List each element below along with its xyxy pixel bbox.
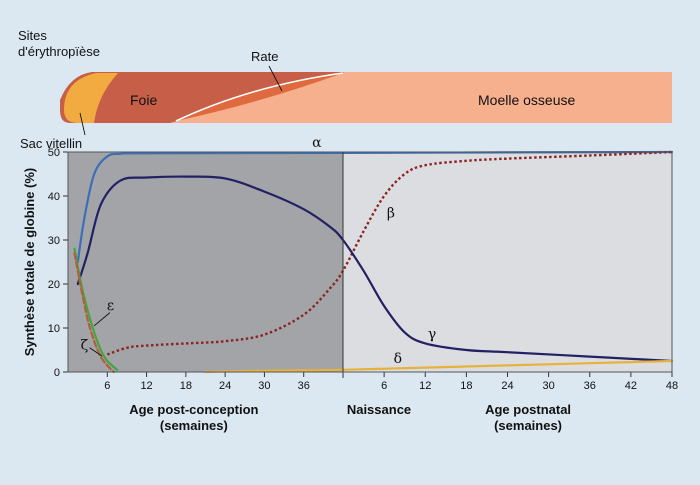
globin-chart: α β γ δ ε ζ 0 10 20 30 40 50 6 12 18 24 30 36 6 12 18 24 30 36… bbox=[22, 135, 678, 433]
y-tick-label: 50 bbox=[48, 147, 60, 159]
plot-frame bbox=[67, 151, 673, 373]
y-axis-title: Synthèse totale de globine (%) bbox=[22, 168, 37, 357]
x-tick-label: 24 bbox=[219, 380, 231, 392]
series-epsilon-label: ε bbox=[107, 298, 114, 314]
spleen-pointer bbox=[268, 65, 283, 92]
yolk-sac-label: Sac vitellin bbox=[20, 136, 82, 151]
y-tick-label: 30 bbox=[48, 235, 60, 247]
x-tick-label: 48 bbox=[666, 380, 678, 392]
series-labels-layer: α β γ δ ε ζ bbox=[81, 135, 437, 367]
spleen-label: Rate bbox=[251, 49, 278, 64]
sites-title: Sites d'érythropïèse bbox=[18, 28, 100, 59]
series-gamma-label: γ bbox=[428, 327, 436, 343]
x-tick-label: 12 bbox=[140, 380, 152, 392]
liver-label: Foie bbox=[130, 92, 157, 108]
series-beta-line bbox=[106, 150, 673, 356]
series-beta-label: β bbox=[387, 206, 395, 222]
x-tick-label: 30 bbox=[258, 380, 270, 392]
epsilon-pointer bbox=[93, 312, 111, 327]
series-delta-line bbox=[204, 359, 674, 374]
x-tick-label: 6 bbox=[381, 380, 387, 392]
x-tick-label: 30 bbox=[543, 380, 555, 392]
x-tick-label: 18 bbox=[460, 380, 472, 392]
series-alpha-label: α bbox=[312, 135, 322, 151]
y-tick-label: 0 bbox=[54, 367, 60, 379]
series-gamma-line bbox=[76, 175, 674, 363]
postnatal-background bbox=[343, 152, 672, 372]
y-tick-label: 20 bbox=[48, 279, 60, 291]
x-tick-label: 24 bbox=[501, 380, 513, 392]
x-tick-label: 36 bbox=[584, 380, 596, 392]
yolk-sac-pointer bbox=[79, 112, 86, 136]
series-delta-label: δ bbox=[394, 351, 402, 367]
prenatal-background bbox=[68, 152, 343, 372]
spleen-band bbox=[176, 73, 343, 121]
y-tick-label: 10 bbox=[48, 323, 60, 335]
zeta-pointer bbox=[89, 347, 103, 357]
series-zeta-line bbox=[73, 252, 115, 374]
x-tick-label: 36 bbox=[298, 380, 310, 392]
x-tick-label: 18 bbox=[180, 380, 192, 392]
x-axis-title-prenatal: Age post-conception (semaines) bbox=[129, 402, 258, 433]
liver-band bbox=[60, 72, 345, 123]
erythropoiesis-sites-band: Sites d'érythropïèse Foie Moelle osseuse… bbox=[18, 28, 672, 151]
x-tick-label: 6 bbox=[104, 380, 110, 392]
series-zeta-label: ζ bbox=[81, 338, 89, 354]
marrow-label: Moelle osseuse bbox=[478, 92, 575, 108]
spleen-edge bbox=[175, 72, 344, 122]
axes-layer: 0 10 20 30 40 50 6 12 18 24 30 36 6 12 18 24 30 36 42 48 bbox=[48, 147, 678, 392]
x-axis-title-postnatal: Age postnatal (semaines) bbox=[485, 402, 571, 433]
y-tick-label: 40 bbox=[48, 191, 60, 203]
yolk-sac-band bbox=[64, 73, 118, 123]
x-tick-label: 42 bbox=[625, 380, 637, 392]
birth-label: Naissance bbox=[347, 402, 411, 417]
x-tick-label: 12 bbox=[419, 380, 431, 392]
